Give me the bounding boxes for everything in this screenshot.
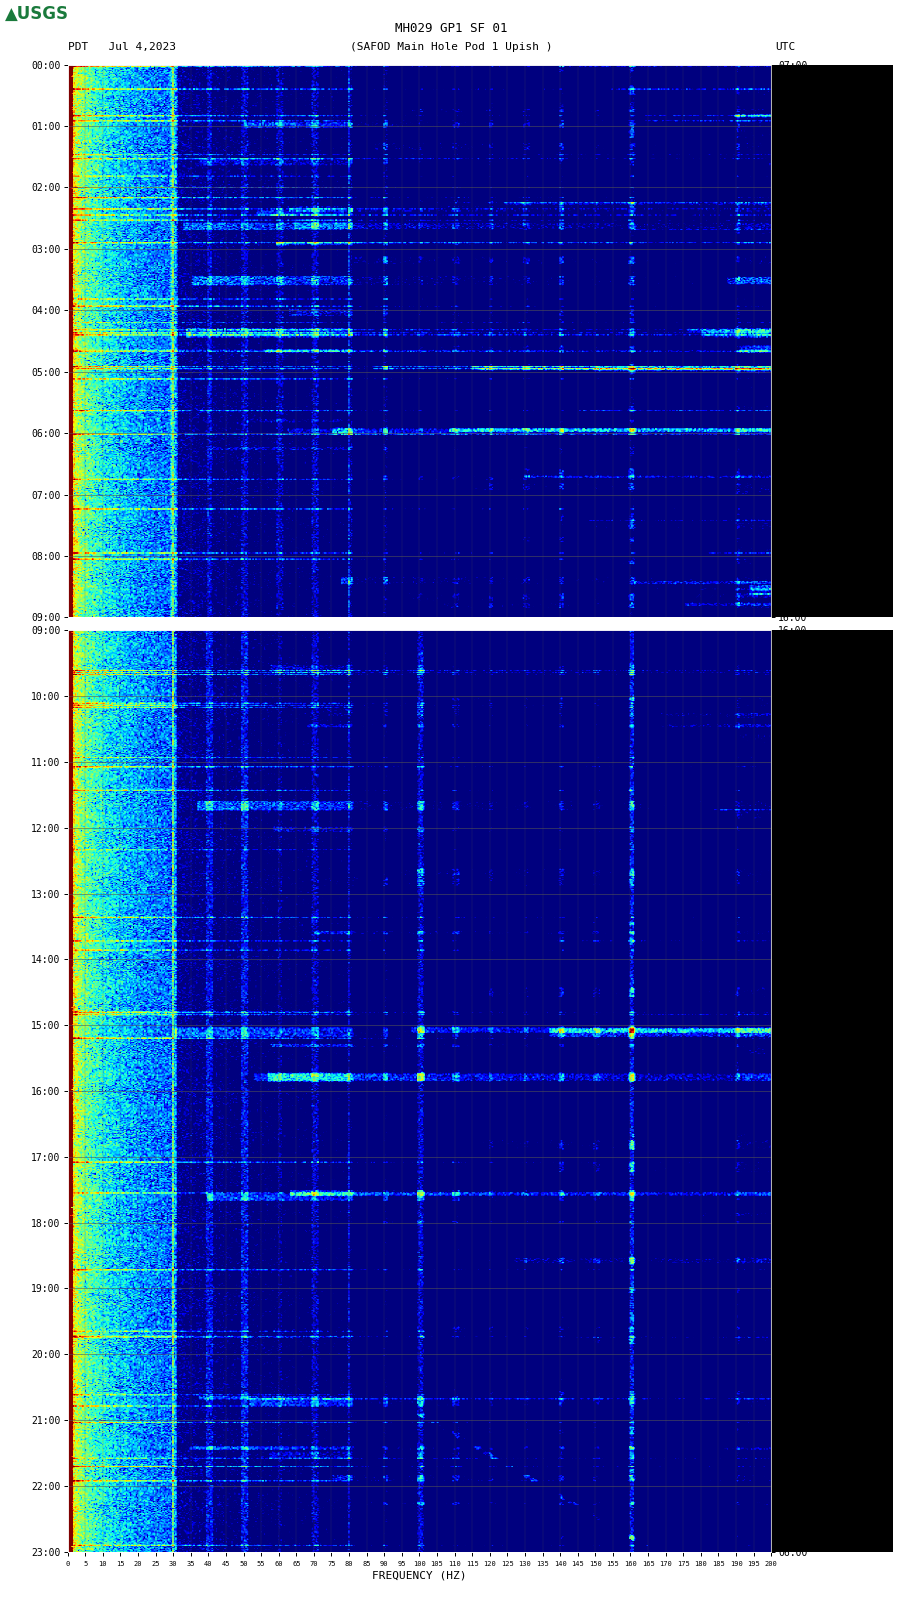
X-axis label: FREQUENCY (HZ): FREQUENCY (HZ) [373, 1571, 466, 1581]
Text: PDT   Jul 4,2023: PDT Jul 4,2023 [68, 42, 176, 52]
Text: ▲USGS: ▲USGS [5, 5, 69, 23]
Text: (SAFOD Main Hole Pod 1 Upish ): (SAFOD Main Hole Pod 1 Upish ) [350, 42, 552, 52]
Text: MH029 GP1 SF 01: MH029 GP1 SF 01 [395, 23, 507, 35]
Text: UTC: UTC [776, 42, 796, 52]
